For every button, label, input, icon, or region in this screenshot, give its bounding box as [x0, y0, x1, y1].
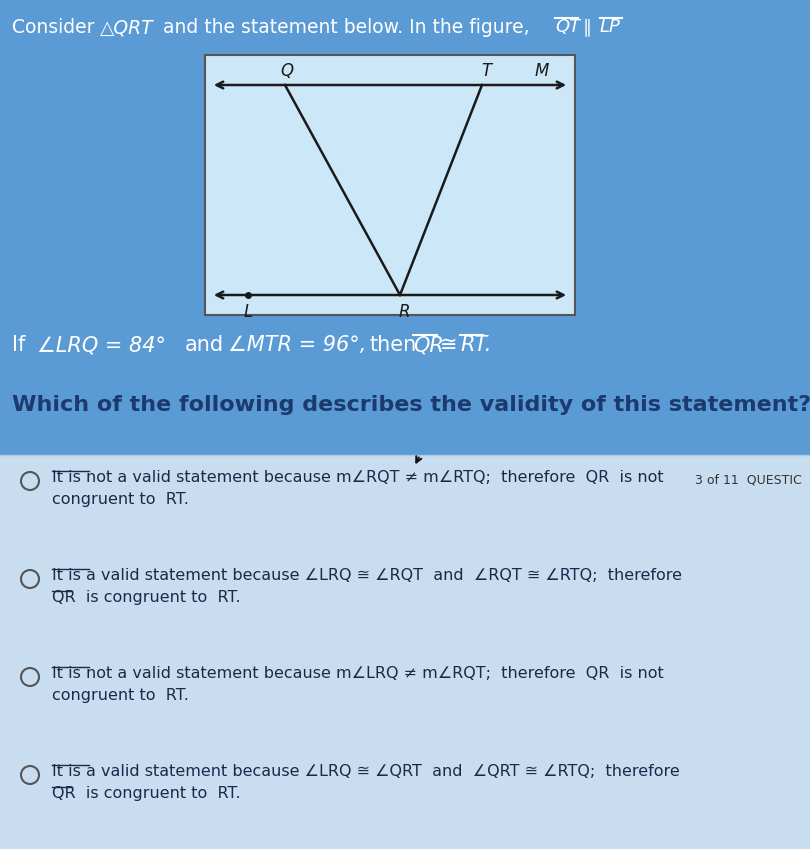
Text: Q: Q — [280, 62, 293, 80]
Text: R: R — [399, 303, 410, 321]
Text: and: and — [185, 335, 224, 355]
Text: RT.: RT. — [460, 335, 492, 355]
Text: Consider: Consider — [12, 18, 95, 37]
Text: If: If — [12, 335, 25, 355]
Text: It is not a valid statement because m∠RQT ≠ m∠RTQ;  therefore  QR  is not: It is not a valid statement because m∠RQ… — [52, 470, 663, 485]
Text: ∠MTR = 96°,: ∠MTR = 96°, — [228, 335, 366, 355]
Text: It is a valid statement because ∠LRQ ≅ ∠QRT  and  ∠QRT ≅ ∠RTQ;  therefore: It is a valid statement because ∠LRQ ≅ ∠… — [52, 764, 680, 779]
Text: and the statement below. In the figure,: and the statement below. In the figure, — [163, 18, 530, 37]
Text: QR: QR — [413, 335, 444, 355]
Text: Which of the following describes the validity of this statement?: Which of the following describes the val… — [12, 395, 810, 415]
Text: It is not a valid statement because m∠LRQ ≠ m∠RQT;  therefore  QR  is not: It is not a valid statement because m∠LR… — [52, 666, 663, 681]
Polygon shape — [205, 55, 575, 315]
Text: M: M — [535, 62, 549, 80]
Text: 3 of 11  QUESTIC: 3 of 11 QUESTIC — [695, 473, 802, 486]
Text: QT: QT — [555, 18, 580, 36]
Text: LP: LP — [600, 18, 621, 36]
Text: congruent to  RT.: congruent to RT. — [52, 688, 189, 703]
Text: then: then — [370, 335, 417, 355]
Text: L: L — [243, 303, 253, 321]
Polygon shape — [0, 455, 810, 849]
Text: ≅: ≅ — [440, 335, 458, 355]
Polygon shape — [0, 0, 810, 455]
Text: congruent to  RT.: congruent to RT. — [52, 492, 189, 507]
Text: QR  is congruent to  RT.: QR is congruent to RT. — [52, 786, 241, 801]
Text: △QRT: △QRT — [100, 18, 154, 37]
Text: It is a valid statement because ∠LRQ ≅ ∠RQT  and  ∠RQT ≅ ∠RTQ;  therefore: It is a valid statement because ∠LRQ ≅ ∠… — [52, 568, 682, 583]
Text: ∠LRQ = 84°: ∠LRQ = 84° — [37, 335, 166, 355]
Text: QR  is congruent to  RT.: QR is congruent to RT. — [52, 590, 241, 605]
Text: T: T — [481, 62, 491, 80]
Text: ∥: ∥ — [583, 18, 592, 36]
